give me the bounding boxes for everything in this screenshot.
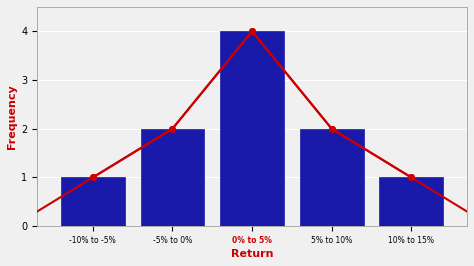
Bar [61,177,125,226]
Y-axis label: Frequency: Frequency [7,84,17,149]
Bar [141,129,204,226]
X-axis label: Return: Return [231,249,273,259]
Bar [300,129,364,226]
Bar [380,177,443,226]
Bar [220,31,284,226]
